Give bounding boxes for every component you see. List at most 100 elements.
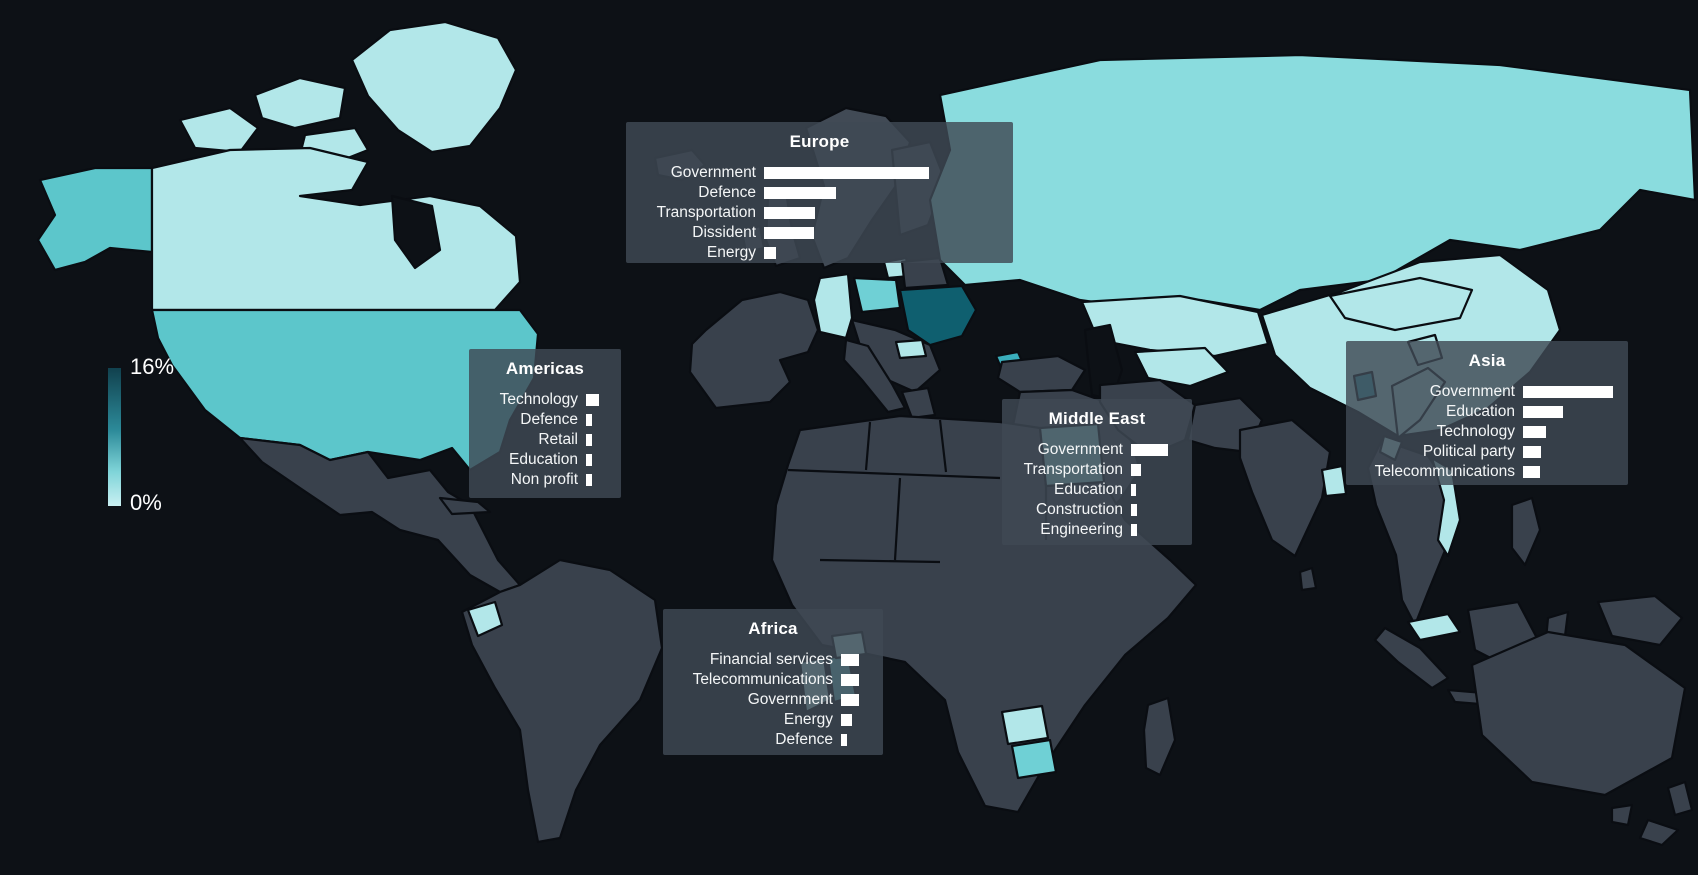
country-germany[interactable]: [812, 272, 854, 340]
country-mongolia[interactable]: [1328, 276, 1474, 332]
country-sri-lanka[interactable]: [1298, 566, 1318, 592]
country-greece[interactable]: [900, 386, 937, 420]
panel-rows: Technology Defence Retail Education Non prof…: [481, 390, 609, 488]
sector-row: Transportation: [1014, 460, 1180, 478]
region-panel-asia: Asia Government Education Technology Politi…: [1346, 341, 1628, 485]
region-panel-africa: Africa Financial services Telecommunicati…: [663, 609, 883, 755]
sector-label: Financial services: [709, 650, 833, 668]
country-zimbabwe[interactable]: [1010, 738, 1058, 780]
sector-label: Education: [509, 450, 578, 468]
panel-title: Africa: [748, 619, 798, 638]
sector-label: Education: [1446, 402, 1515, 420]
sector-bar: [841, 713, 852, 726]
country-ecuador[interactable]: [466, 600, 504, 638]
country-sumatra[interactable]: [1373, 626, 1450, 690]
sector-label: Political party: [1422, 442, 1515, 460]
sector-bar: [1131, 463, 1141, 476]
sector-label: Construction: [1035, 500, 1123, 518]
panel-title: Americas: [505, 359, 585, 378]
country-uzbekistan-turkmenistan[interactable]: [1133, 346, 1230, 388]
sector-bar: [841, 733, 847, 746]
sector-bar: [1523, 445, 1541, 458]
sector-bar: [764, 206, 815, 219]
sector-label: Education: [1054, 480, 1123, 498]
sector-row: Government: [1014, 440, 1180, 458]
country-canada[interactable]: [150, 146, 522, 312]
country-poland[interactable]: [852, 276, 902, 314]
panel-rows: Government Defence Transportation Dissident…: [638, 164, 1001, 261]
country-italy[interactable]: [842, 338, 907, 414]
country-malaysia[interactable]: [1406, 612, 1462, 642]
legend-max-label: 16%: [130, 354, 175, 379]
sector-label: Non profit: [510, 470, 578, 488]
country-arctic-island-2[interactable]: [178, 106, 260, 154]
country-alaska[interactable]: [36, 166, 154, 272]
sector-row: Telecommunications: [675, 671, 871, 688]
sector-label: Dissident: [692, 223, 756, 241]
sector-row: Defence: [638, 184, 1001, 201]
sector-row: Construction: [1014, 500, 1180, 518]
sector-bar: [764, 246, 776, 259]
country-australia[interactable]: [1470, 630, 1687, 797]
region-panel-middle-east: Middle East Government Transportation Educ…: [1002, 399, 1192, 545]
sector-row: Technology: [481, 390, 609, 408]
sector-row: Education: [1358, 402, 1616, 420]
country-new-zealand-north[interactable]: [1666, 780, 1694, 817]
country-madagascar[interactable]: [1142, 696, 1177, 777]
country-france-iberia[interactable]: [688, 290, 820, 410]
sector-label: Government: [1037, 440, 1123, 458]
sector-bar: [1131, 523, 1137, 536]
sector-row: Financial services: [675, 650, 871, 668]
country-arctic-island-1[interactable]: [253, 76, 347, 130]
country-bangladesh[interactable]: [1320, 464, 1348, 498]
sector-bar: [764, 186, 836, 199]
country-greenland[interactable]: [350, 20, 518, 154]
region-panel-europe: Europe Government Defence Transportation Di…: [626, 122, 1013, 263]
country-turkey[interactable]: [996, 354, 1087, 394]
country-bulgaria[interactable]: [894, 338, 928, 360]
region-panel-americas: Americas Technology Defence Retail Educatio…: [469, 349, 621, 498]
sector-bar: [841, 693, 859, 706]
sector-label: Engineering: [1040, 520, 1123, 538]
hudson-bay: [390, 194, 442, 270]
sector-row: Transportation: [638, 204, 1001, 221]
sector-bar: [1131, 483, 1136, 496]
sector-row: Energy: [675, 711, 871, 728]
sector-bar: [1523, 385, 1613, 398]
sector-row: Engineering: [1014, 520, 1180, 538]
country-ukraine[interactable]: [898, 284, 978, 347]
sector-bar: [764, 226, 814, 239]
country-cuba[interactable]: [438, 496, 492, 516]
sector-row: Defence: [481, 411, 609, 428]
sector-row: Government: [638, 164, 1001, 181]
country-india[interactable]: [1238, 418, 1332, 558]
sector-row: Defence: [675, 730, 871, 748]
country-south-america[interactable]: [460, 558, 664, 844]
sector-label: Technology: [1436, 422, 1515, 440]
country-new-zealand-south[interactable]: [1638, 818, 1680, 847]
sector-label: Technology: [499, 390, 578, 408]
sector-row: Energy: [638, 244, 1001, 261]
sector-row: Retail: [481, 430, 609, 448]
country-zambia[interactable]: [1000, 704, 1050, 746]
sector-row: Telecommunications: [1358, 462, 1616, 480]
sector-bar: [586, 453, 592, 466]
panel-title: Middle East: [1048, 409, 1146, 428]
sector-label: Transportation: [1023, 460, 1123, 478]
sector-bar: [764, 166, 929, 179]
sector-label: Defence: [775, 730, 833, 748]
country-new-guinea[interactable]: [1596, 594, 1684, 647]
country-tasmania[interactable]: [1610, 803, 1634, 827]
sector-row: Education: [1014, 480, 1180, 498]
panel-title: Europe: [789, 132, 850, 151]
sector-bar: [586, 413, 592, 426]
panel-rows: Government Education Technology Political p…: [1358, 383, 1616, 480]
country-philippines[interactable]: [1510, 496, 1542, 567]
sector-label: Retail: [538, 430, 578, 448]
sector-label: Telecommunications: [1374, 462, 1515, 480]
legend-gradient-bar: [108, 368, 121, 506]
sector-row: Government: [1358, 383, 1616, 400]
panel-title: Asia: [1468, 351, 1506, 370]
country-russia[interactable]: [928, 53, 1697, 312]
sector-bar: [841, 673, 859, 686]
